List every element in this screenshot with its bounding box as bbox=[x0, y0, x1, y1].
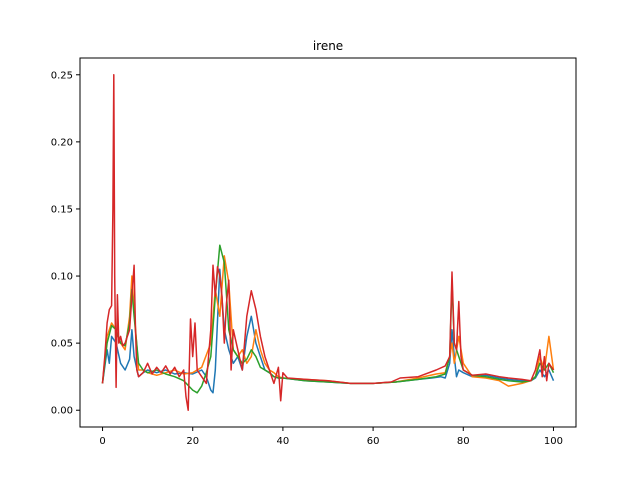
x-tick-label: 40 bbox=[277, 436, 290, 447]
x-tick-label: 100 bbox=[544, 436, 563, 447]
plot-lines bbox=[101, 74, 555, 411]
y-tick-label: 0.05 bbox=[51, 339, 73, 350]
y-tick-label: 0.00 bbox=[51, 406, 73, 417]
x-tick-label: 0 bbox=[99, 436, 105, 447]
x-tick-label: 80 bbox=[457, 436, 470, 447]
y-axis-ticks: 0.00 0.05 0.10 0.15 0.20 0.25 bbox=[51, 70, 80, 417]
series-line-2 bbox=[101, 255, 555, 387]
axes-frame bbox=[79, 57, 577, 428]
x-tick-label: 60 bbox=[367, 436, 380, 447]
chart-title: irene bbox=[313, 39, 343, 53]
y-tick-label: 0.15 bbox=[51, 204, 73, 215]
y-tick-label: 0.20 bbox=[51, 137, 73, 148]
series-line-4 bbox=[101, 74, 555, 411]
x-axis-ticks: 0 20 40 60 80 100 bbox=[99, 427, 563, 447]
y-tick-label: 0.25 bbox=[51, 70, 73, 81]
y-tick-label: 0.10 bbox=[51, 272, 73, 283]
x-tick-label: 20 bbox=[186, 436, 199, 447]
